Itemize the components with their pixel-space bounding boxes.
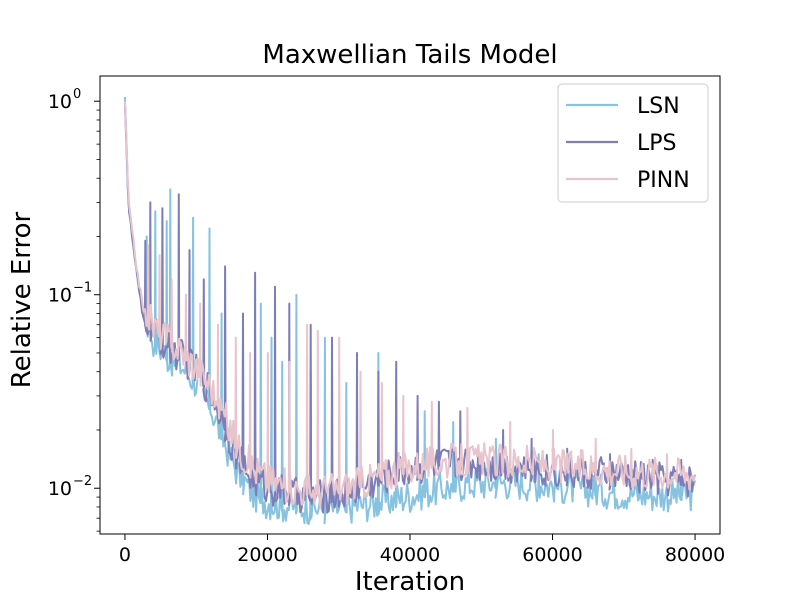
- legend-label-pinn: PINN: [637, 168, 690, 193]
- y-tick-label: 10: [48, 285, 72, 307]
- legend: LSN LPS PINN: [557, 83, 709, 203]
- x-axis-label: Iteration: [355, 567, 465, 597]
- x-tick-label: 80000: [665, 544, 725, 566]
- legend-label-lps: LPS: [637, 131, 677, 156]
- y-tick-exponent: 0: [73, 87, 81, 102]
- x-tick-label: 20000: [237, 544, 297, 566]
- plot-area: [123, 96, 697, 525]
- y-tick-label: 10: [48, 91, 72, 113]
- x-tick-label: 60000: [522, 544, 582, 566]
- legend-box: [557, 83, 709, 203]
- y-axis-label: Relative Error: [7, 211, 37, 388]
- y-tick-exponent: −1: [73, 281, 92, 296]
- y-tick-exponent: −2: [73, 474, 92, 489]
- y-tick-label: 10: [48, 478, 72, 500]
- series-line-pinn: [123, 101, 697, 508]
- legend-label-lsn: LSN: [637, 94, 680, 119]
- x-tick-label: 0: [119, 544, 131, 566]
- series-line-lsn: [123, 96, 697, 525]
- chart-title: Maxwellian Tails Model: [262, 40, 557, 70]
- x-tick-label: 40000: [380, 544, 440, 566]
